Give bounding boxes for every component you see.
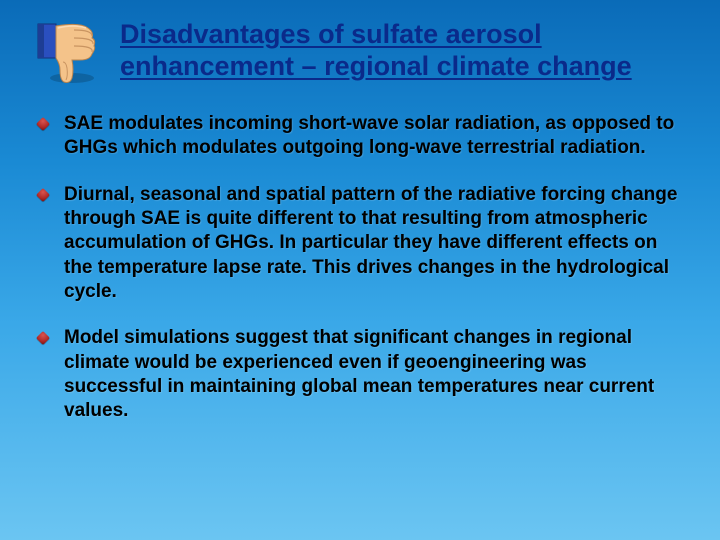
thumbs-down-icon [30,18,108,88]
slide-title: Disadvantages of sulfate aerosol enhance… [120,18,690,83]
list-item: Model simulations suggest that significa… [36,326,684,423]
bullet-list: SAE modulates incoming short-wave solar … [30,112,690,423]
title-cell: Disadvantages of sulfate aerosol enhance… [120,18,690,83]
list-item: SAE modulates incoming short-wave solar … [36,112,684,161]
header-row: Disadvantages of sulfate aerosol enhance… [30,18,690,88]
slide-container: Disadvantages of sulfate aerosol enhance… [0,0,720,540]
list-item: Diurnal, seasonal and spatial pattern of… [36,183,684,305]
title-icon-cell [30,18,120,88]
